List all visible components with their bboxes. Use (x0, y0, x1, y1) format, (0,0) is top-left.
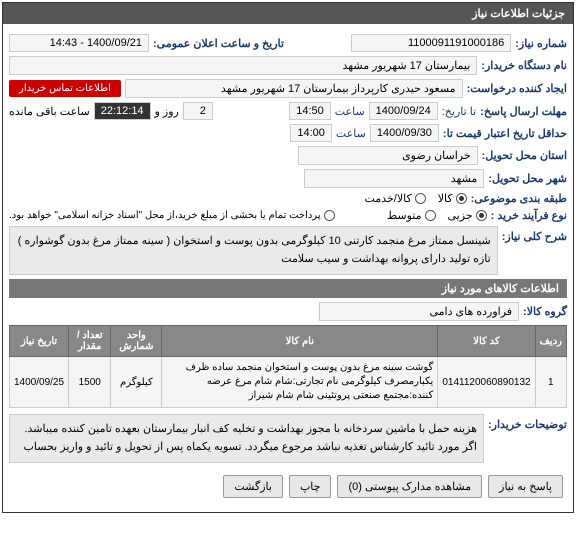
buyer-value: بیمارستان 17 شهریور مشهد (9, 56, 477, 75)
summary-text: شینسل ممتاز مرغ منجمد کارتنی 10 کیلوگرمی… (9, 226, 498, 275)
deadline-label: مهلت ارسال پاسخ: (480, 105, 567, 118)
th-idx: ردیف (535, 326, 566, 357)
rooz-va-label: روز و (155, 105, 179, 118)
deadline-time: 14:50 (289, 102, 331, 120)
table-header-row: ردیف کد کالا نام کالا واحد شمارش تعداد /… (10, 326, 567, 357)
city-label: شهر محل تحویل: (488, 172, 567, 185)
main-panel: جزئیات اطلاعات نیاز شماره نیاز: 11000911… (2, 2, 574, 513)
back-button[interactable]: بازگشت (223, 475, 283, 498)
radio-motevaset[interactable]: متوسط (387, 209, 436, 222)
radio-label: کالا/خدمت (365, 192, 412, 205)
saat-label-1: ساعت (335, 105, 365, 118)
remaining-time: 22:12:14 (94, 102, 151, 120)
province-label: استان محل تحویل: (482, 149, 567, 162)
th-name: نام کالا (162, 326, 438, 357)
row-process: نوع فرآیند خرید : جزیی متوسط پرداخت تمام… (9, 209, 567, 222)
th-date: تاریخ نیاز (10, 326, 69, 357)
radio-icon (415, 193, 426, 204)
credit-time: 14:00 (290, 124, 332, 142)
requester-label: ایجاد کننده درخواست: (467, 82, 567, 95)
checkbox-icon (324, 210, 335, 221)
need-number-label: شماره نیاز: (515, 37, 567, 50)
button-row: پاسخ به نیاز مشاهده مدارک پیوستی (0) چاپ… (9, 467, 567, 506)
row-buyer: نام دستگاه خریدار: بیمارستان 17 شهریور م… (9, 56, 567, 75)
td-idx: 1 (535, 357, 566, 408)
th-code: کد کالا (438, 326, 535, 357)
row-requester: ایجاد کننده درخواست: مسعود حیدری کارپردا… (9, 79, 567, 98)
payment-note: پرداخت تمام یا بخشی از مبلغ خرید،از محل … (9, 210, 321, 221)
saat-label-2: ساعت (336, 127, 366, 140)
th-qty: تعداد / مقدار (69, 326, 111, 357)
radio-label: جزیی (448, 209, 473, 222)
deadline-ta: تا تاریخ: (442, 105, 476, 118)
table-row: 1 0141120060890132 گوشت سینه مرغ بدون پو… (10, 357, 567, 408)
th-unit: واحد شمارش (111, 326, 162, 357)
deadline-date: 1400/09/24 (369, 102, 438, 120)
announce-value: 1400/09/21 - 14:43 (9, 34, 149, 52)
process-radio-group: جزیی متوسط (387, 209, 487, 222)
contact-buyer-button[interactable]: اطلاعات تماس خریدار (9, 80, 121, 97)
radio-kala-khedmat[interactable]: کالا/خدمت (365, 192, 426, 205)
row-city: شهر محل تحویل: مشهد (9, 169, 567, 188)
reply-button[interactable]: پاسخ به نیاز (488, 475, 563, 498)
radio-jozi[interactable]: جزیی (448, 209, 487, 222)
panel-title: جزئیات اطلاعات نیاز (3, 3, 573, 24)
need-number-value: 1100091191000186 (351, 34, 511, 52)
group-value: فراورده های دامی (319, 302, 519, 321)
radio-label: کالا (438, 192, 453, 205)
credit-date: 1400/09/30 (370, 124, 439, 142)
notes-label: توضیحات خریدار: (488, 414, 567, 431)
td-date: 1400/09/25 (10, 357, 69, 408)
credit-label: حداقل تاریخ اعتبار قیمت تا: (443, 127, 567, 140)
requester-value: مسعود حیدری کارپرداز بیمارستان 17 شهریور… (125, 79, 463, 98)
radio-icon (476, 210, 487, 221)
print-button[interactable]: چاپ (289, 475, 332, 498)
province-value: خراسان رضوی (298, 146, 478, 165)
radio-kala[interactable]: کالا (438, 192, 467, 205)
td-qty: 1500 (69, 357, 111, 408)
summary-header: شرح کلی نیاز: (502, 226, 567, 243)
row-deadline: مهلت ارسال پاسخ: تا تاریخ: 1400/09/24 سا… (9, 102, 567, 120)
announce-label: تاریخ و ساعت اعلان عمومی: (153, 37, 284, 50)
buyer-label: نام دستگاه خریدار: (481, 59, 567, 72)
radio-label: متوسط (387, 209, 422, 222)
goods-table: ردیف کد کالا نام کالا واحد شمارش تعداد /… (9, 325, 567, 408)
row-province: استان محل تحویل: خراسان رضوی (9, 146, 567, 165)
days-count: 2 (183, 102, 213, 120)
panel-body: شماره نیاز: 1100091191000186 تاریخ و ساع… (3, 24, 573, 512)
radio-icon (456, 193, 467, 204)
row-currency: طبقه بندی موضوعی: کالا کالا/خدمت (9, 192, 567, 205)
notes-text: هزینه حمل با ماشین سردخانه با مجوز بهداش… (9, 414, 484, 463)
city-value: مشهد (304, 169, 484, 188)
td-unit: کیلوگرم (111, 357, 162, 408)
row-notes: توضیحات خریدار: هزینه حمل با ماشین سردخا… (9, 414, 567, 463)
td-code: 0141120060890132 (438, 357, 535, 408)
row-credit: حداقل تاریخ اعتبار قیمت تا: 1400/09/30 س… (9, 124, 567, 142)
currency-label: طبقه بندی موضوعی: (471, 192, 567, 205)
attachments-button[interactable]: مشاهده مدارک پیوستی (0) (337, 475, 482, 498)
td-name: گوشت سینه مرغ بدون پوست و استخوان منجمد … (162, 357, 438, 408)
row-summary: شرح کلی نیاز: شینسل ممتاز مرغ منجمد کارت… (9, 226, 567, 275)
row-goods-group: گروه کالا: فراورده های دامی (9, 302, 567, 321)
process-label: نوع فرآیند خرید : (491, 209, 567, 222)
row-need-number: شماره نیاز: 1100091191000186 تاریخ و ساع… (9, 34, 567, 52)
goods-header: اطلاعات کالاهای مورد نیاز (9, 279, 567, 298)
payment-checkbox[interactable]: پرداخت تمام یا بخشی از مبلغ خرید،از محل … (9, 210, 335, 221)
radio-icon (425, 210, 436, 221)
remaining-label: ساعت باقی مانده (9, 105, 90, 118)
group-label: گروه کالا: (523, 305, 567, 318)
currency-radio-group: کالا کالا/خدمت (365, 192, 467, 205)
